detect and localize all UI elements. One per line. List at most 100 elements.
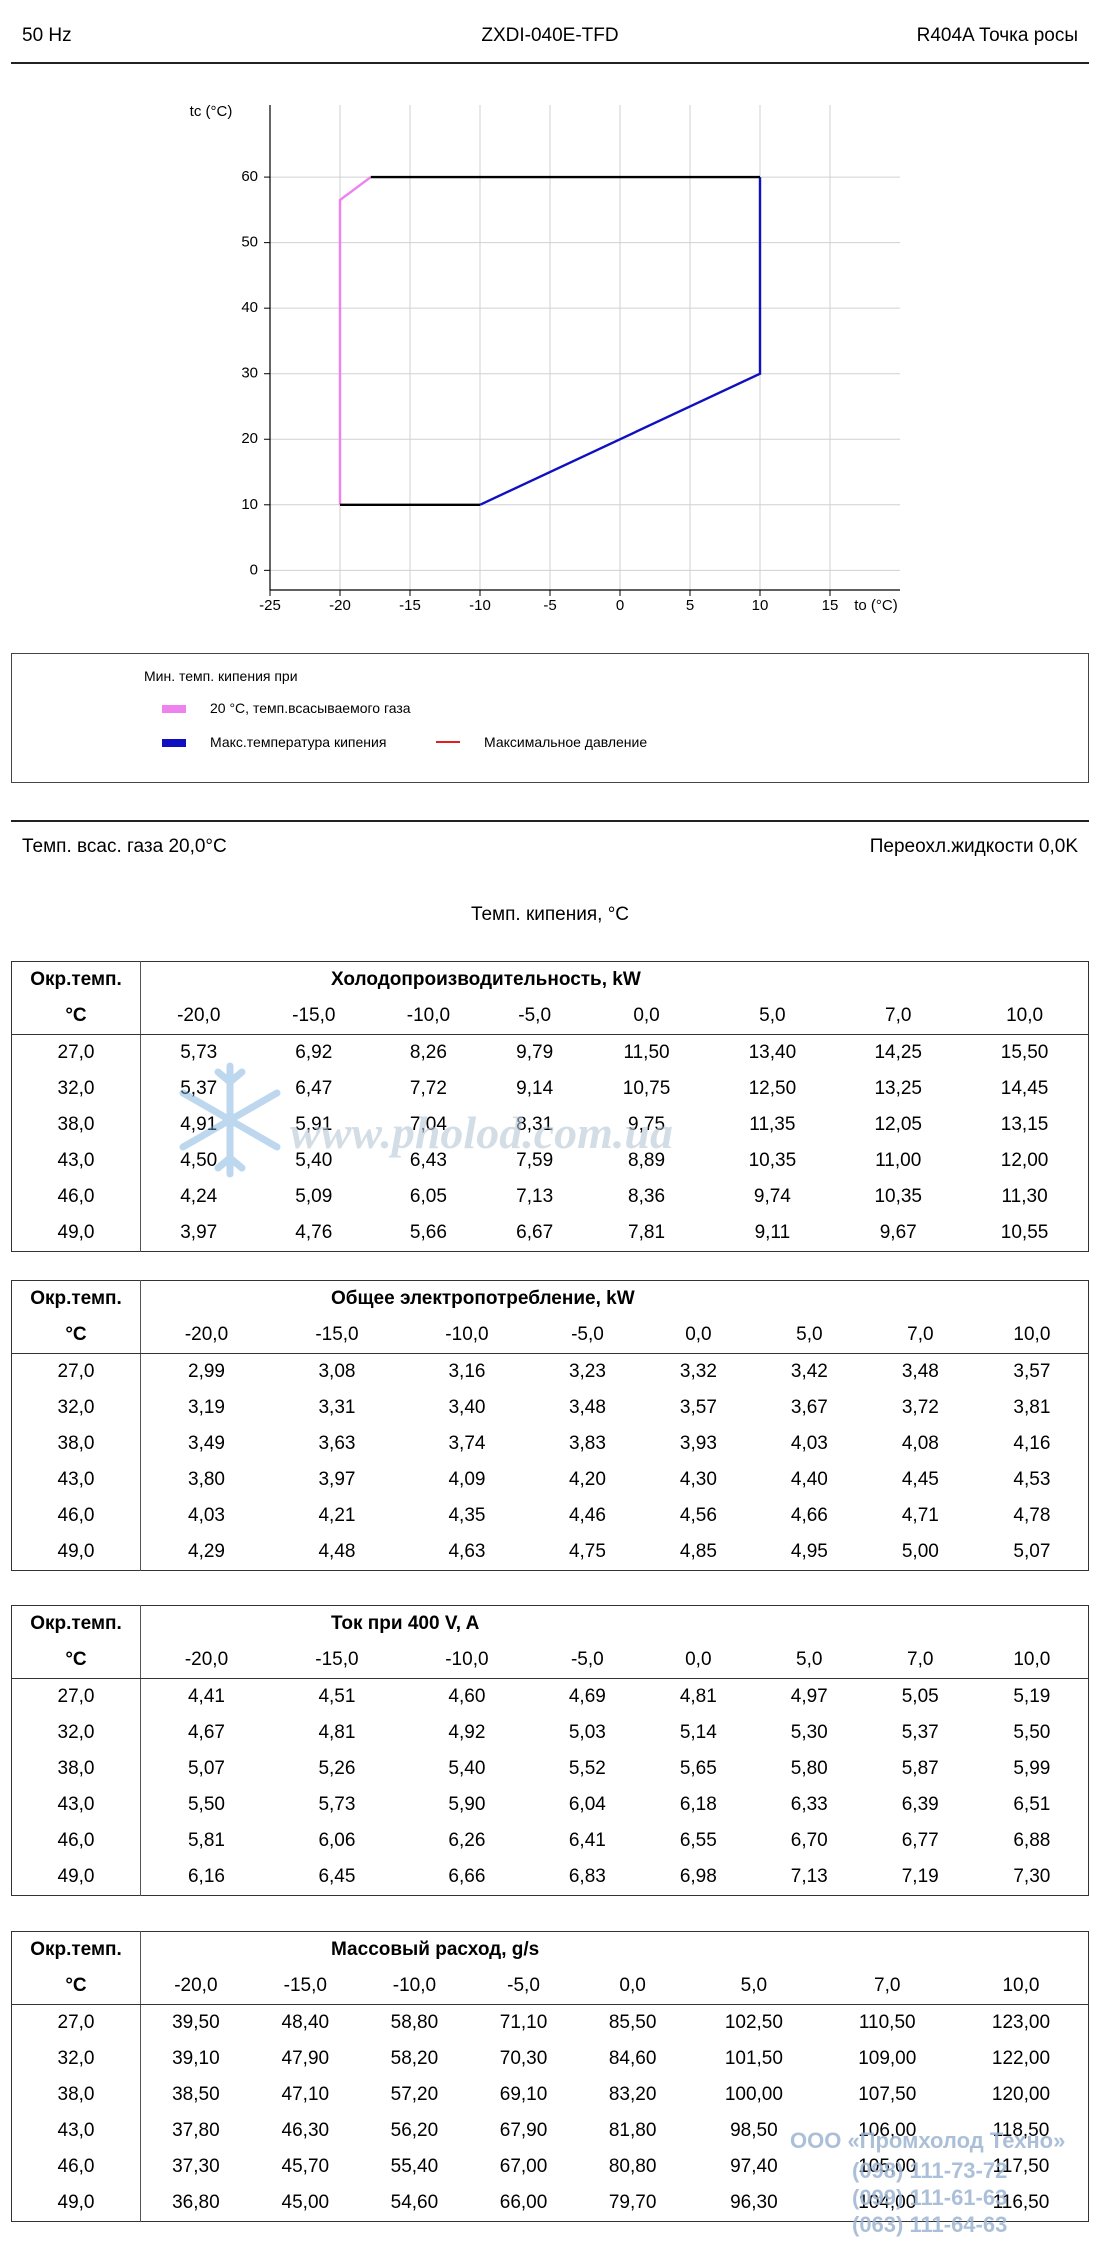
- legend-swatch: [162, 705, 186, 713]
- column-header: 0,0: [578, 1968, 688, 2005]
- table-cell: 6,04: [568, 1794, 606, 1815]
- table-cell: 4,46: [568, 1505, 606, 1526]
- table-cell: 107,50: [858, 2084, 917, 2105]
- table-cell: 4,21: [318, 1505, 356, 1526]
- row-header-unit: °C: [11, 1968, 141, 2005]
- table-cell: 9,11: [754, 1222, 791, 1243]
- x-tick-label: 15: [822, 597, 839, 614]
- table-cell: 5,99: [1013, 1758, 1051, 1779]
- table-cell: 7,81: [628, 1222, 666, 1243]
- x-tick-label: -25: [259, 597, 281, 614]
- table-title: Холодопроизводительность, kW: [331, 969, 641, 990]
- row-label: 49,0: [11, 1215, 141, 1252]
- y-axis-label: tc (°C): [190, 103, 233, 120]
- data-table: Окр.темп. Ток при 400 V, A °C -20,0 -15,0 -10…: [11, 1605, 1089, 1896]
- row-label: 43,0: [11, 1143, 141, 1179]
- table-cell: 6,92: [295, 1042, 333, 1063]
- x-tick-label: -20: [329, 597, 351, 614]
- table-cell: 105,00: [858, 2156, 917, 2177]
- table-cell: 47,10: [281, 2084, 330, 2105]
- table-cell: 4,08: [901, 1433, 939, 1454]
- table-cell: 57,20: [390, 2084, 439, 2105]
- table-cell: 67,90: [499, 2120, 548, 2141]
- table-cell: 6,77: [901, 1830, 939, 1851]
- table-cell: 5,40: [448, 1758, 486, 1779]
- table-column-row: °C -20,0 -15,0 -10,0 -5,0 0,0 5,0 7,0 10,0: [11, 1317, 1089, 1354]
- table-cell: 8,89: [628, 1150, 666, 1171]
- table-cell: 100,00: [724, 2084, 783, 2105]
- table-cell: 6,06: [318, 1830, 356, 1851]
- table-cell: 14,25: [874, 1042, 922, 1063]
- table-cell: 10,35: [874, 1186, 922, 1207]
- table-cell: 3,67: [790, 1397, 828, 1418]
- table-cell: 3,23: [568, 1361, 606, 1382]
- table-row: 43,0 5,50 5,73 5,90 6,04 6,18 6,33 6,39 6,51: [11, 1787, 1089, 1823]
- table-cell: 7,19: [901, 1866, 939, 1887]
- table-cell: 39,50: [172, 2012, 220, 2033]
- table-cell: 83,20: [608, 2084, 657, 2105]
- column-header: -5,0: [531, 1317, 643, 1354]
- table-row: 43,0 4,50 5,40 6,43 7,59 8,89 10,35 11,00 12,00: [11, 1143, 1089, 1179]
- table-cell: 110,50: [858, 2012, 916, 2033]
- table-row: 46,0 5,81 6,06 6,26 6,41 6,55 6,70 6,77 6,88: [11, 1823, 1089, 1859]
- table-cell: 9,67: [879, 1222, 917, 1243]
- column-header: -20,0: [140, 998, 257, 1035]
- table-cell: 6,70: [790, 1830, 828, 1851]
- table-cell: 4,03: [188, 1505, 225, 1526]
- column-header: 7,0: [864, 1642, 976, 1679]
- y-tick-label: 10: [241, 496, 258, 513]
- table-cell: 3,57: [679, 1397, 717, 1418]
- column-header: 5,0: [709, 998, 836, 1035]
- series-line: [340, 175, 760, 506]
- table-cell: 5,73: [318, 1794, 356, 1815]
- table-cell: 6,39: [901, 1794, 939, 1815]
- row-label: 32,0: [11, 2041, 141, 2077]
- table-cell: 123,00: [991, 2012, 1051, 2033]
- table-cell: 13,40: [748, 1042, 797, 1063]
- table-cell: 4,85: [679, 1541, 717, 1562]
- row-label: 32,0: [11, 1071, 141, 1107]
- table-cell: 58,20: [390, 2048, 439, 2069]
- column-header: -20,0: [140, 1642, 272, 1679]
- table-cell: 7,13: [790, 1866, 828, 1887]
- table-cell: 5,07: [187, 1758, 225, 1779]
- table-cell: 11,35: [749, 1114, 796, 1135]
- table-cell: 3,93: [679, 1433, 717, 1454]
- table-cell: 4,78: [1013, 1505, 1051, 1526]
- table-cell: 6,66: [448, 1866, 486, 1887]
- table-cell: 4,56: [679, 1505, 717, 1526]
- table-cell: 39,10: [172, 2048, 220, 2069]
- column-header: -15,0: [250, 1968, 360, 2005]
- table-cell: 9,74: [753, 1186, 791, 1207]
- column-header: 10,0: [953, 1968, 1089, 2005]
- row-header-title: Окр.темп.: [11, 1280, 141, 1317]
- x-axis-label: to (°C): [854, 597, 898, 614]
- table-cell: 4,20: [568, 1469, 606, 1490]
- table-cell: 37,30: [172, 2156, 220, 2177]
- table-cell: 4,75: [568, 1541, 606, 1562]
- column-header: 5,0: [753, 1642, 865, 1679]
- table-column-row: °C -20,0 -15,0 -10,0 -5,0 0,0 5,0 7,0 10,0: [11, 1968, 1089, 2005]
- row-label: 46,0: [11, 1498, 141, 1534]
- table-cell: 4,81: [679, 1686, 717, 1707]
- table-row: 49,0 36,80 45,00 54,60 66,00 79,70 96,30 104,00…: [11, 2185, 1089, 2222]
- table-cell: 5,91: [295, 1114, 333, 1135]
- column-header: 0,0: [642, 1642, 754, 1679]
- table-row: 46,0 4,03 4,21 4,35 4,46 4,56 4,66 4,71 4,78: [11, 1498, 1089, 1534]
- table-cell: 7,04: [409, 1114, 447, 1135]
- data-table: Окр.темп. Холодопроизводительность, kW °C -…: [11, 961, 1089, 1252]
- table-cell: 5,66: [409, 1222, 447, 1243]
- y-tick-label: 0: [250, 561, 258, 578]
- info-left: Темп. всас. газа 20,0°C: [22, 836, 227, 857]
- legend-swatch: [162, 739, 186, 747]
- table-row: 27,0 4,41 4,51 4,60 4,69 4,81 4,97 5,05 5,19: [11, 1678, 1089, 1715]
- table-cell: 5,80: [790, 1758, 828, 1779]
- table-row: 38,0 3,49 3,63 3,74 3,83 3,93 4,03 4,08 4,16: [11, 1426, 1089, 1462]
- table-cell: 2,99: [188, 1361, 225, 1382]
- column-header: 7,0: [835, 998, 962, 1035]
- table-cell: 5,37: [901, 1722, 939, 1743]
- legend-title: Мин. темп. кипения при: [144, 668, 298, 684]
- table-cell: 5,40: [295, 1150, 333, 1171]
- table-cell: 4,97: [790, 1686, 828, 1707]
- row-label: 27,0: [11, 1353, 141, 1390]
